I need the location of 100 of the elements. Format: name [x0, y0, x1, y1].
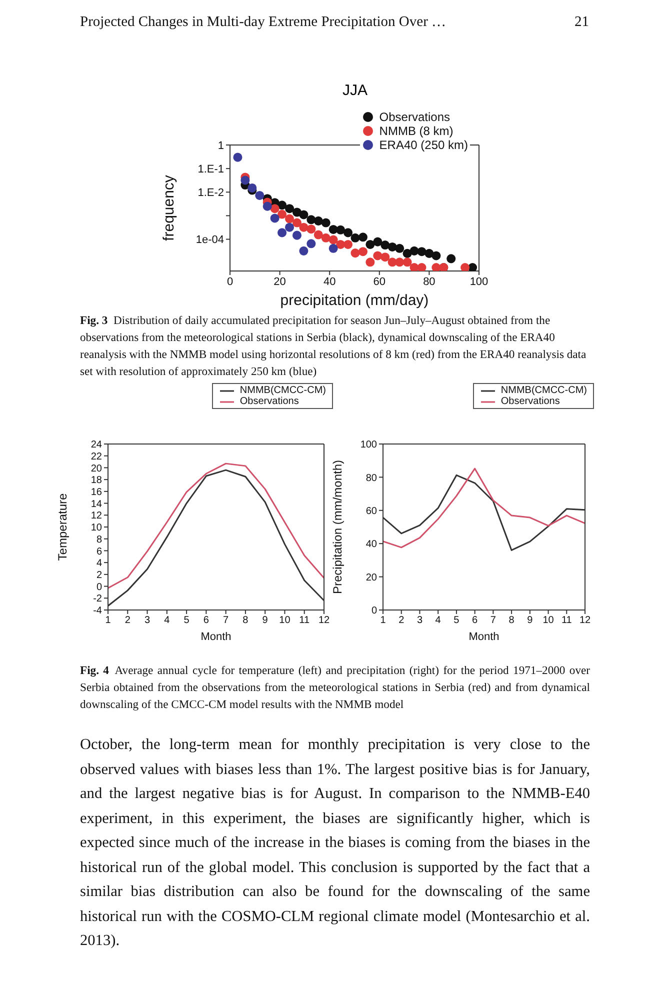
point: [248, 183, 257, 192]
point: [388, 242, 397, 252]
x-tick-label: 12: [579, 615, 591, 626]
point: [292, 230, 302, 240]
y-tick-label: 1.E-1: [198, 163, 224, 176]
point: [395, 258, 404, 267]
point: [270, 214, 280, 223]
point: [240, 176, 250, 185]
x-tick-label: 11: [561, 615, 572, 626]
point: [336, 225, 346, 234]
x-tick-label: 40: [323, 276, 336, 288]
point: [380, 252, 390, 262]
point: [344, 240, 353, 249]
legend-label: NMMB(CMCC-CM): [500, 385, 587, 396]
point: [432, 251, 441, 260]
x-tick-label: 2: [124, 615, 131, 626]
caption: Fig. 3 Distribution of daily accumulated precipitation for season Jun–July–August obtained from the observations from the meteorological stations in Serbia (black), dynamical downscaling of the ERA40 reanalysis with the NMMB model using horizontal resolutions of 8 km (red) from the ERA40 reanalysis data set with resolution of approximately 250 km (blue): [80, 313, 588, 380]
point: [380, 240, 390, 250]
x-tick-label: 0: [226, 276, 234, 288]
y-tick-label: -4: [93, 606, 102, 617]
x-tick-label: 12: [318, 615, 330, 626]
x-tick-label: 100: [470, 276, 488, 288]
point: [366, 258, 375, 267]
x-tick-label: 8: [508, 615, 515, 626]
point: [306, 224, 316, 234]
x-tick-label: 10: [279, 615, 291, 626]
x-tick-label: 7: [223, 615, 230, 626]
point: [278, 228, 287, 238]
y-tick-label: 2: [96, 570, 102, 581]
point: [314, 216, 323, 226]
point: [270, 204, 280, 214]
x-axis-title: Month: [468, 631, 500, 643]
x-tick-label: 4: [435, 615, 442, 626]
point: [446, 254, 456, 264]
y-tick-label: 22: [90, 451, 102, 462]
point: [284, 204, 294, 214]
legend-label: NMMB (8 km): [379, 124, 454, 138]
point: [278, 210, 287, 219]
text: Projected Changes in Multi-day Extreme Precipitation Over …: [80, 14, 446, 31]
legend-label: Observations: [500, 396, 560, 407]
x-axis-title: Month: [200, 631, 232, 643]
y-tick-label: 6: [96, 546, 102, 558]
point: [299, 246, 308, 256]
chart-title: JJA: [341, 82, 368, 99]
point: [299, 210, 308, 220]
y-tick-label: 8: [96, 534, 102, 546]
y-tick-label: 18: [90, 475, 102, 486]
point: [344, 228, 353, 238]
y-tick-label: 1e-04: [196, 234, 224, 246]
x-tick-label: 9: [262, 615, 268, 626]
point: [417, 263, 426, 271]
x-tick-label: 3: [416, 615, 423, 626]
x-tick-label: 80: [423, 276, 436, 288]
y-axis-title: Temperature: [55, 492, 70, 561]
y-tick-label: 80: [366, 472, 378, 484]
y-tick-label: -2: [93, 594, 102, 605]
y-tick-label: 20: [90, 463, 102, 474]
point: [284, 214, 294, 224]
y-tick-label: 100: [360, 440, 378, 451]
x-tick-label: 4: [164, 615, 170, 626]
point: [299, 222, 308, 232]
point: [373, 251, 382, 260]
point: [460, 263, 470, 271]
caption: Fig. 4 Average annual cycle for temperature (left) and precipitation (right) for the period 1971–2000 over Serbia obtained from the observations from the meteorological stations in Serbia (red) and from dynamical downscaling of the CMCC-CM model results with the NMMB model: [80, 663, 590, 713]
point: [410, 263, 419, 271]
point: [278, 200, 287, 210]
x-tick-label: 1: [105, 615, 112, 626]
x-tick-label: 5: [454, 615, 460, 626]
point: [314, 230, 323, 240]
point: [432, 263, 441, 271]
x-tick-label: 20: [274, 276, 286, 288]
point: [284, 222, 294, 232]
point: [350, 233, 360, 242]
y-tick-label: 40: [366, 539, 378, 550]
x-tick-label: 7: [490, 615, 496, 626]
legend-label: Observations: [240, 396, 299, 407]
x-tick-label: 9: [527, 615, 534, 626]
y-tick-label: 10: [90, 522, 102, 534]
legend-label: ERA40 (250 km): [379, 138, 468, 152]
x-tick-label: 10: [542, 615, 554, 626]
point: [395, 244, 404, 253]
y-tick-label: 0: [371, 606, 378, 617]
line-series: [108, 462, 324, 589]
y-tick-label: 1.E-2: [198, 187, 224, 200]
legend-label: Observations: [379, 110, 450, 124]
y-tick-label: 4: [96, 558, 102, 570]
y-tick-label: 60: [366, 506, 378, 517]
y-tick-label: 14: [90, 498, 102, 510]
x-tick-label: 6: [472, 615, 478, 626]
point: [233, 152, 242, 162]
point: [292, 218, 302, 228]
x-tick-label: 8: [242, 615, 249, 626]
point: [328, 244, 338, 253]
point: [402, 258, 412, 267]
point: [366, 240, 375, 249]
y-tick-label: 20: [366, 572, 378, 584]
point: [417, 247, 426, 256]
point: [321, 218, 330, 228]
point: [321, 233, 330, 242]
x-tick-label: 3: [144, 615, 150, 626]
